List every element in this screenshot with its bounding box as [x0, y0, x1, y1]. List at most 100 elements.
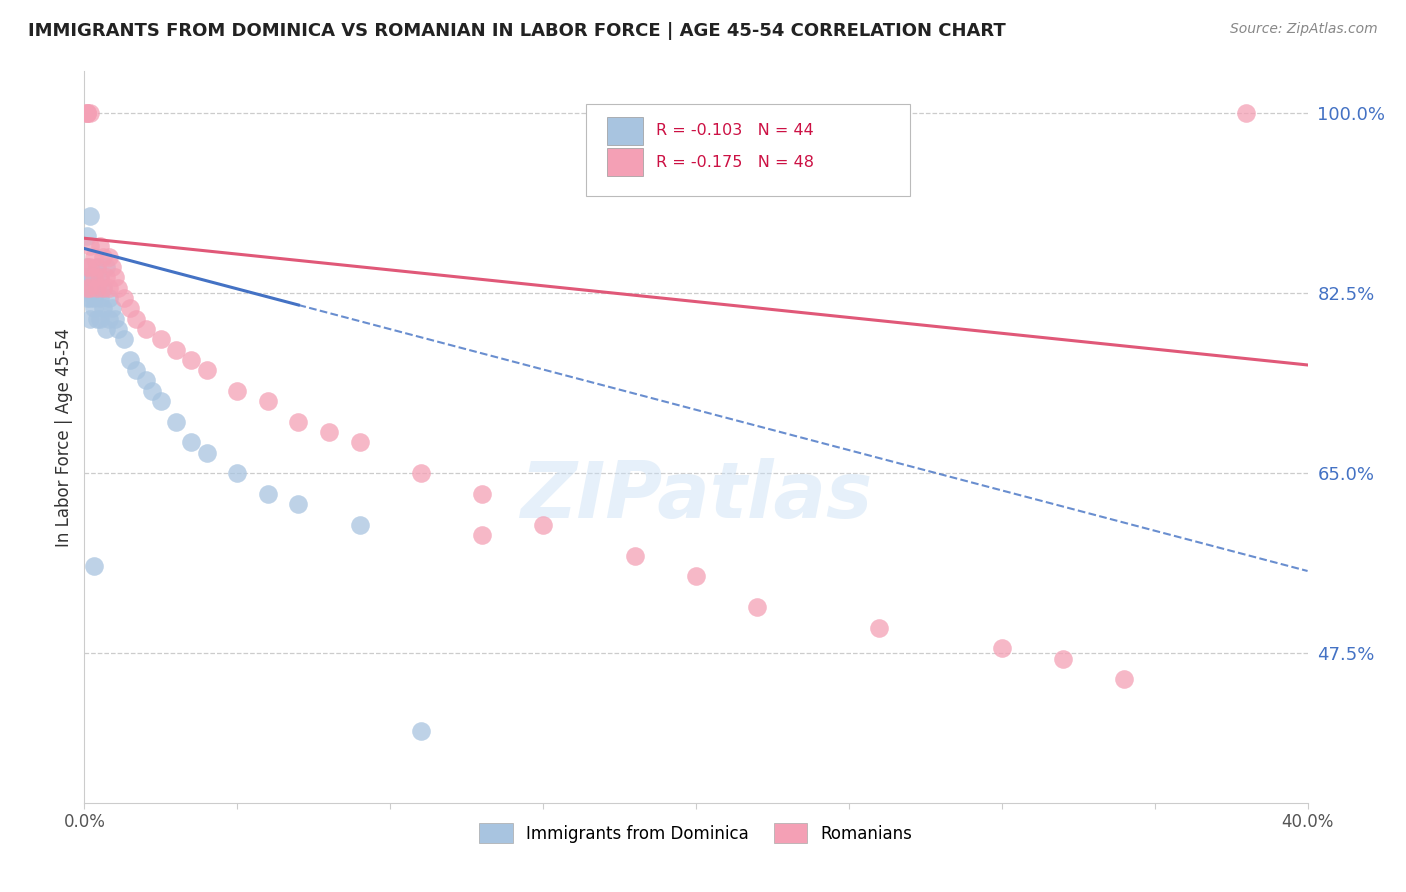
- Point: [991, 641, 1014, 656]
- Point: [86, 281, 108, 295]
- Point: [471, 487, 494, 501]
- FancyBboxPatch shape: [606, 117, 644, 145]
- Point: [79, 311, 101, 326]
- Point: [149, 394, 172, 409]
- Point: [89, 239, 111, 253]
- Point: [125, 311, 148, 326]
- Point: [287, 415, 309, 429]
- Point: [89, 291, 111, 305]
- Point: [101, 301, 124, 316]
- Point: [685, 569, 707, 583]
- Point: [149, 332, 172, 346]
- Point: [318, 425, 340, 439]
- Point: [349, 517, 371, 532]
- Point: [97, 311, 120, 326]
- Point: [101, 260, 124, 274]
- Point: [94, 270, 117, 285]
- Point: [94, 260, 117, 274]
- Point: [97, 291, 120, 305]
- Point: [471, 528, 494, 542]
- Point: [135, 373, 157, 387]
- Point: [79, 209, 101, 223]
- Point: [869, 621, 891, 635]
- Point: [91, 281, 114, 295]
- Point: [83, 558, 105, 573]
- Point: [76, 270, 98, 285]
- Point: [76, 105, 98, 120]
- Point: [97, 281, 120, 295]
- Point: [91, 250, 114, 264]
- Point: [747, 600, 769, 615]
- Point: [86, 281, 108, 295]
- Point: [226, 466, 249, 480]
- Point: [349, 435, 371, 450]
- Point: [83, 281, 105, 295]
- Point: [257, 394, 280, 409]
- Text: R = -0.175   N = 48: R = -0.175 N = 48: [655, 154, 814, 169]
- Point: [112, 332, 135, 346]
- Point: [79, 260, 101, 274]
- Point: [1236, 105, 1258, 120]
- Point: [76, 105, 98, 120]
- Point: [91, 281, 114, 295]
- Point: [409, 723, 432, 738]
- Point: [76, 281, 98, 295]
- Text: IMMIGRANTS FROM DOMINICA VS ROMANIAN IN LABOR FORCE | AGE 45-54 CORRELATION CHAR: IMMIGRANTS FROM DOMINICA VS ROMANIAN IN …: [28, 22, 1005, 40]
- Point: [125, 363, 148, 377]
- Point: [287, 497, 309, 511]
- Point: [195, 363, 218, 377]
- Point: [195, 445, 218, 459]
- Point: [79, 291, 101, 305]
- Point: [94, 322, 117, 336]
- Point: [86, 311, 108, 326]
- Point: [180, 352, 202, 367]
- Point: [76, 260, 98, 274]
- Point: [79, 105, 101, 120]
- Point: [83, 270, 105, 285]
- Point: [89, 270, 111, 285]
- Point: [107, 281, 129, 295]
- Point: [79, 281, 101, 295]
- Point: [165, 415, 187, 429]
- FancyBboxPatch shape: [586, 104, 910, 195]
- Point: [165, 343, 187, 357]
- Point: [531, 517, 554, 532]
- Point: [83, 291, 105, 305]
- Point: [180, 435, 202, 450]
- Point: [1114, 672, 1136, 686]
- Point: [76, 291, 98, 305]
- Point: [86, 260, 108, 274]
- Point: [79, 270, 101, 285]
- Point: [97, 250, 120, 264]
- Point: [76, 260, 98, 274]
- Point: [83, 250, 105, 264]
- Text: Source: ZipAtlas.com: Source: ZipAtlas.com: [1230, 22, 1378, 37]
- Text: R = -0.103   N = 44: R = -0.103 N = 44: [655, 123, 813, 138]
- Point: [89, 311, 111, 326]
- Point: [76, 229, 98, 244]
- Point: [91, 301, 114, 316]
- Point: [409, 466, 432, 480]
- Y-axis label: In Labor Force | Age 45-54: In Labor Force | Age 45-54: [55, 327, 73, 547]
- Point: [76, 281, 98, 295]
- Point: [624, 549, 647, 563]
- Point: [135, 322, 157, 336]
- Point: [141, 384, 163, 398]
- Legend: Immigrants from Dominica, Romanians: Immigrants from Dominica, Romanians: [472, 817, 920, 849]
- Point: [226, 384, 249, 398]
- FancyBboxPatch shape: [606, 148, 644, 176]
- Point: [120, 301, 142, 316]
- Point: [1052, 651, 1074, 665]
- Point: [104, 270, 127, 285]
- Point: [83, 301, 105, 316]
- Point: [112, 291, 135, 305]
- Point: [76, 105, 98, 120]
- Point: [104, 311, 127, 326]
- Point: [79, 239, 101, 253]
- Point: [86, 260, 108, 274]
- Point: [89, 270, 111, 285]
- Point: [107, 322, 129, 336]
- Point: [79, 281, 101, 295]
- Point: [83, 270, 105, 285]
- Text: ZIPatlas: ZIPatlas: [520, 458, 872, 533]
